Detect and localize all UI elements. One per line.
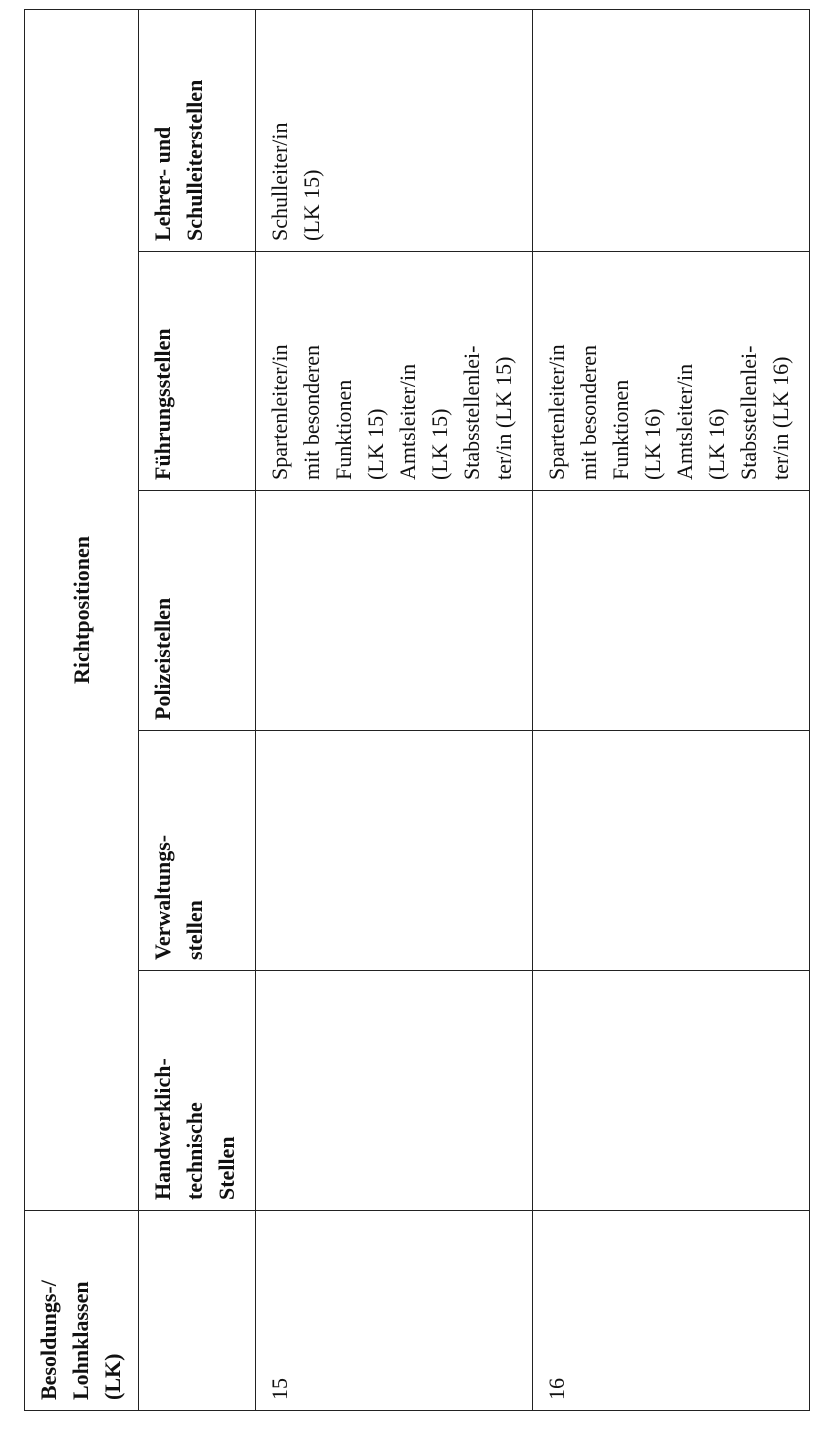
empty-cell — [138, 1210, 256, 1411]
rotated-table-wrapper: Besoldungs-/ Lohnklassen (LK) Richtposit… — [24, 9, 810, 1411]
table-cell: Spartenleiter/in mit besonderen Funktion… — [532, 251, 810, 491]
column-header: Verwaltungs- stellen — [138, 730, 256, 971]
table-cell — [532, 9, 810, 252]
column-header: Führungsstellen — [138, 251, 256, 491]
table-cell — [532, 730, 810, 971]
column-header: Handwerklich- technische Stellen — [138, 970, 256, 1211]
table-row: 16 Spartenleiter/in mit besonderen Funkt… — [532, 9, 810, 1411]
table-cell: Spartenleiter/in mit besonderen Funktion… — [255, 251, 533, 491]
column-header: Lehrer- und Schulleiterstellen — [138, 9, 256, 252]
table-cell — [255, 490, 533, 731]
column-header: Polizeistellen — [138, 490, 256, 731]
table-row: 15 Spartenleiter/in mit besonderen Funkt… — [255, 9, 533, 1411]
table-cell — [532, 490, 810, 731]
table-cell — [255, 970, 533, 1211]
class-cell: 15 — [255, 1210, 533, 1411]
class-cell: 16 — [532, 1210, 810, 1411]
richtpositionen-table: Besoldungs-/ Lohnklassen (LK) Richtposit… — [24, 9, 810, 1411]
table-cell: Schulleiter/in (LK 15) — [255, 9, 533, 252]
table-cell — [532, 970, 810, 1211]
table-cell — [255, 730, 533, 971]
group-header: Richtpositionen — [24, 9, 139, 1211]
corner-header: Besoldungs-/ Lohnklassen (LK) — [24, 1210, 139, 1411]
